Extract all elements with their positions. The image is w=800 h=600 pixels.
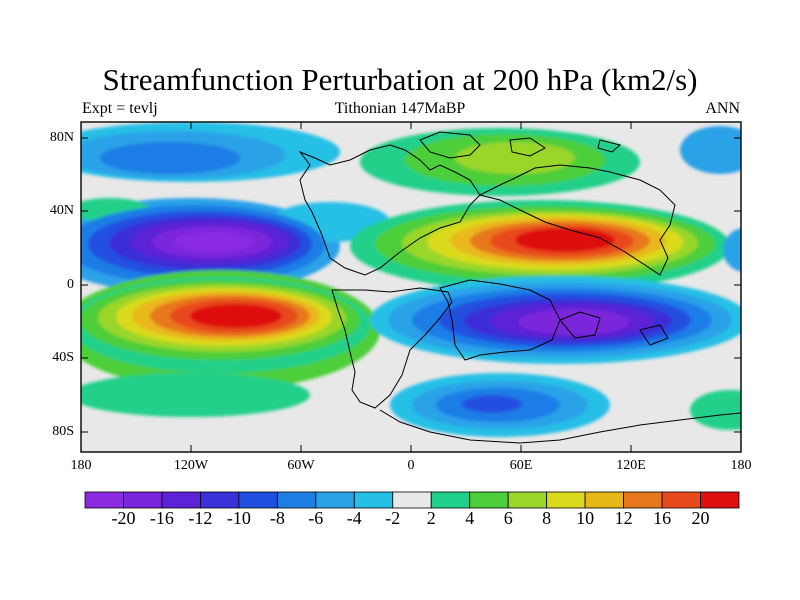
contour-field <box>81 122 741 452</box>
colorbar-box <box>469 491 509 509</box>
colorbar-box <box>200 491 240 509</box>
colorbar-label: 2 <box>426 508 436 528</box>
axis-ticks <box>81 122 741 452</box>
period-label: Tithonian 147MaBP <box>334 100 466 117</box>
coastline-antarctica <box>379 409 741 444</box>
colorbar-box <box>123 491 163 509</box>
colorbar-label: -12 <box>188 508 213 528</box>
colorbar-box <box>700 491 740 509</box>
lon-label-180e: 180 <box>730 458 752 473</box>
coastline-arctic-islands <box>509 137 622 157</box>
lat-label-40n: 40N <box>49 203 74 218</box>
colorbar-label: -16 <box>149 508 174 528</box>
lon-label-120e: 120E <box>616 458 646 473</box>
map-title: Streamfunction Perturbation at 200 hPa (… <box>102 62 698 97</box>
coastlines <box>298 131 741 444</box>
coastline-greenland <box>419 131 481 159</box>
colorbar-box <box>430 491 471 509</box>
colorbar-label: 6 <box>503 508 513 528</box>
colorbar-label: 10 <box>576 508 595 528</box>
colorbar-box <box>507 491 548 509</box>
lat-label-0: 0 <box>67 277 74 292</box>
colorbar <box>84 491 740 509</box>
colorbar-box <box>392 491 432 509</box>
contour-band <box>462 395 522 413</box>
colorbar-box <box>315 491 355 509</box>
coastline-australia-india <box>559 311 669 346</box>
colorbar-label: -4 <box>346 508 362 528</box>
colorbar-label: -6 <box>308 508 324 528</box>
experiment-label: Expt = tevlj <box>82 100 158 117</box>
contour-band <box>690 390 741 430</box>
lat-label-40s: 40S <box>52 350 74 365</box>
colorbar-label: 20 <box>691 508 710 528</box>
contour-band <box>515 228 615 252</box>
lat-label-80n: 80N <box>49 130 74 145</box>
coastline-south-america <box>331 287 453 409</box>
colorbar-box <box>623 491 663 509</box>
lon-label-60w: 60W <box>287 458 315 473</box>
coastline-africa <box>439 279 561 361</box>
season-label: ANN <box>705 100 740 117</box>
coastline-north-america <box>298 144 481 276</box>
colorbar-box <box>276 491 317 509</box>
colorbar-box <box>161 491 201 509</box>
colorbar-label: -8 <box>269 508 285 528</box>
colorbar-box <box>546 491 586 509</box>
lon-label-120w: 120W <box>173 458 209 473</box>
colorbar-box <box>238 491 278 509</box>
colorbar-label: 16 <box>653 508 672 528</box>
contour-band <box>723 228 741 272</box>
coastline-asia <box>478 164 676 276</box>
colorbar-label: -20 <box>111 508 136 528</box>
colorbar-label: 4 <box>465 508 475 528</box>
lon-label-60e: 60E <box>509 458 533 473</box>
contour-band <box>174 232 254 252</box>
colorbar-box <box>353 491 394 509</box>
colorbar-label: 8 <box>542 508 552 528</box>
contour-band <box>455 142 575 174</box>
lon-label-180w: 180 <box>70 458 92 473</box>
colorbar-label: 12 <box>614 508 633 528</box>
lat-label-80s: 80S <box>52 424 74 439</box>
contour-band <box>190 304 282 328</box>
contour-band <box>680 126 741 174</box>
contour-band <box>100 142 240 174</box>
colorbar-label: -10 <box>226 508 251 528</box>
contour-band <box>81 373 310 417</box>
colorbar-box <box>584 491 624 509</box>
contour-band <box>518 309 630 335</box>
colorbar-box <box>84 491 124 509</box>
colorbar-box <box>661 491 701 509</box>
lon-label-0: 0 <box>407 458 415 473</box>
colorbar-label: -2 <box>385 508 401 528</box>
